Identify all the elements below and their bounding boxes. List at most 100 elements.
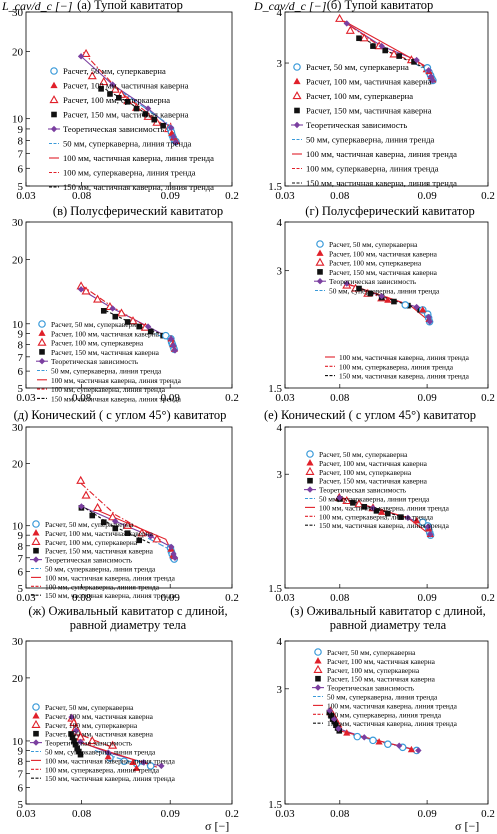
data-point-calc100s xyxy=(81,286,91,295)
data-point-theory xyxy=(147,532,154,540)
data-point-calc100s xyxy=(108,512,118,521)
data-point-calc100s xyxy=(128,316,138,325)
data-point-theory xyxy=(68,713,75,721)
data-point-theory xyxy=(426,318,433,325)
data-point-theory xyxy=(167,335,175,343)
legend-label: Теоретическая зависимость xyxy=(63,124,164,134)
data-point-calc150 xyxy=(328,713,334,719)
legend-label: 100 мм, суперкаверна, линия тренда xyxy=(45,582,160,591)
legend-label: 100 мм, частичная каверна, линия тренда xyxy=(327,701,458,710)
data-point-theory xyxy=(369,504,377,512)
legend-swatch-calc50 xyxy=(314,648,322,656)
legend-swatch-calc100p xyxy=(32,712,40,719)
data-point-calc150 xyxy=(107,91,113,97)
x-tick-label: 0.03 xyxy=(275,592,295,604)
x-tick-label: 0.2 xyxy=(225,808,239,820)
x-tick-label: 0.2 xyxy=(225,392,239,404)
data-point-theory xyxy=(109,81,116,88)
plot-frame xyxy=(25,426,233,589)
y-tick-label: 8 xyxy=(18,135,24,147)
data-point-calc100s xyxy=(87,736,97,745)
data-point-calc100s xyxy=(152,534,162,543)
data-point-calc100s xyxy=(76,475,86,484)
data-point-calc150 xyxy=(116,94,122,101)
legend-label: 50 мм, суперкаверна, линия тренда xyxy=(45,748,156,757)
x-tick-label: 0.2 xyxy=(225,592,239,604)
legend-label: 100 мм, частичная каверна, линия тренда xyxy=(45,573,176,582)
x-tick-label: 0.09 xyxy=(161,190,181,202)
data-point-theory xyxy=(144,323,152,330)
panel-title: равной диаметру тела xyxy=(70,618,187,632)
legend-label: 100 мм, суперкаверна, линия тренда xyxy=(51,385,166,394)
data-point-theory xyxy=(335,725,342,732)
legend-label: 150 мм, частичная каверна, линия тренда xyxy=(45,591,176,600)
x-axis-label-left: σ [−] xyxy=(205,819,229,833)
panel-title: (з) Оживальный кавитатор с длиной, xyxy=(290,604,485,618)
data-point-calc150 xyxy=(411,59,417,65)
plot-frame xyxy=(284,640,489,805)
y-tick-label: 9 xyxy=(18,530,24,542)
y-tick-label: 5 xyxy=(18,181,24,193)
data-point-calc50 xyxy=(384,740,392,748)
legend-swatch-calc50 xyxy=(316,240,324,248)
plot-frame xyxy=(25,221,233,389)
legend-label: Теоретическая зависимость xyxy=(306,120,407,130)
legend-swatch-calc100s xyxy=(31,536,41,545)
y-tick-label: 5 xyxy=(18,799,24,811)
data-point-calc150 xyxy=(350,500,356,506)
data-point-calc100p xyxy=(129,758,137,765)
legend-label: 150 мм, частичная каверна, линия тренда xyxy=(63,182,214,192)
data-point-calc150 xyxy=(367,290,374,297)
y-tick-label: 10 xyxy=(12,319,24,331)
x-tick-label: 0.2 xyxy=(481,190,495,202)
data-point-calc50 xyxy=(401,301,410,309)
panel-е: 0.03 0.08 0.09 0.2 1.5 3 4(е) Конический ( с у… xyxy=(264,408,495,604)
x-tick-label: 0.2 xyxy=(481,808,495,820)
panel-з: 0.03 0.08 0.09 0.2 1.5 3 4 (з) Оживальный кавит… xyxy=(268,604,495,820)
legend-label: Расчет, 150 мм, частичная каверна xyxy=(63,110,189,120)
legend-swatch-calc100s xyxy=(315,257,325,266)
data-point-theory xyxy=(104,749,112,756)
y-tick-label: 30 xyxy=(12,422,24,434)
x-tick-label: 0.08 xyxy=(72,392,92,404)
legend-swatch-calc100s xyxy=(31,719,41,728)
data-point-theory xyxy=(378,293,385,300)
y-tick-label: 5 xyxy=(18,583,24,595)
legend-swatch-theory xyxy=(32,739,40,746)
y-tick-label: 4 xyxy=(277,7,283,19)
data-point-calc150 xyxy=(112,525,119,532)
series-line-trend100s xyxy=(346,283,382,299)
y-tick-label: 10 xyxy=(12,736,24,748)
data-point-calc150 xyxy=(373,508,380,514)
legend-swatch-theory xyxy=(293,121,301,129)
data-point-theory xyxy=(413,303,420,311)
x-tick-label: 0.03 xyxy=(275,808,295,820)
legend-swatch-calc100p xyxy=(306,459,314,466)
data-point-calc150 xyxy=(382,47,389,54)
x-tick-label: 0.2 xyxy=(225,190,239,202)
legend-swatch-calc150 xyxy=(33,547,39,554)
data-point-calc100s xyxy=(389,49,399,58)
y-tick-label: 20 xyxy=(12,673,24,685)
y-tick-label: 6 xyxy=(18,366,24,378)
data-point-calc100p xyxy=(343,729,351,736)
legend-swatch-calc100p xyxy=(50,81,58,89)
y-tick-label: 9 xyxy=(18,124,24,136)
legend-label: 50 мм, суперкаверна, линия тренда xyxy=(45,565,156,574)
legend-swatch-calc100s xyxy=(37,337,47,346)
series-line-trend150 xyxy=(339,497,403,518)
data-point-calc100s xyxy=(81,48,91,57)
data-point-calc150 xyxy=(396,53,402,59)
panel-title: (е) Конический ( с углом 45°) кавитатор xyxy=(264,408,476,422)
y-tick-label: 4 xyxy=(277,217,283,229)
panel-б: 0.03 0.08 0.09 0.2 1.5 3 4 (б) Тупой кавитатор Р… xyxy=(268,0,495,202)
y-axis-label-right: D_cav/d_c [−] xyxy=(253,0,327,13)
data-point-calc150 xyxy=(356,285,362,292)
data-point-calc100p xyxy=(419,306,427,313)
legend-label: 150 мм, частичная каверна, линия тренда xyxy=(51,394,182,403)
